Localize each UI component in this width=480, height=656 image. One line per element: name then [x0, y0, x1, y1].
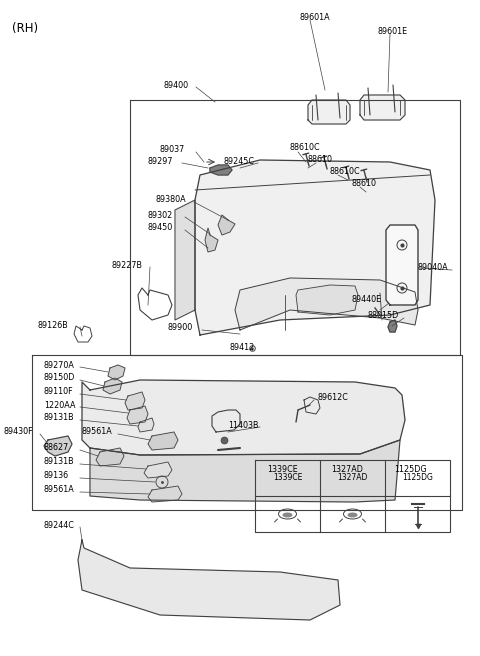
Polygon shape [138, 418, 154, 432]
Polygon shape [148, 486, 182, 502]
Polygon shape [44, 436, 72, 456]
Text: 89136: 89136 [44, 472, 69, 480]
Text: 89900: 89900 [168, 323, 193, 333]
Text: 1327AD: 1327AD [337, 474, 368, 483]
Text: 89302: 89302 [148, 211, 173, 220]
Text: 89037: 89037 [160, 146, 185, 155]
Text: 89110F: 89110F [44, 388, 73, 396]
Polygon shape [78, 540, 340, 620]
Text: 88610C: 88610C [290, 144, 321, 152]
Text: 89150D: 89150D [44, 373, 75, 382]
Text: 88015D: 88015D [368, 310, 399, 319]
Polygon shape [195, 160, 435, 335]
Text: 89601A: 89601A [300, 14, 331, 22]
Ellipse shape [283, 512, 292, 518]
Text: 89430F: 89430F [4, 428, 34, 436]
Text: 89412: 89412 [230, 344, 255, 352]
Text: 89297: 89297 [148, 157, 173, 167]
Text: 1125DG: 1125DG [402, 474, 433, 483]
Text: 1339CE: 1339CE [268, 466, 299, 474]
Polygon shape [205, 228, 218, 252]
Polygon shape [127, 406, 148, 424]
Ellipse shape [348, 512, 358, 518]
Polygon shape [103, 378, 122, 394]
Polygon shape [386, 225, 418, 305]
Text: 89244C: 89244C [44, 520, 75, 529]
Text: 1220AA: 1220AA [44, 401, 75, 409]
Text: 89440E: 89440E [352, 295, 382, 304]
Text: 89270A: 89270A [44, 361, 75, 369]
Text: 89040A: 89040A [418, 264, 449, 272]
Polygon shape [108, 365, 125, 380]
Polygon shape [175, 200, 195, 320]
Text: 89126B: 89126B [38, 321, 69, 329]
Polygon shape [235, 278, 418, 330]
Text: 89561A: 89561A [82, 428, 113, 436]
Text: 89612C: 89612C [318, 394, 349, 403]
Text: 1125DG: 1125DG [394, 466, 426, 474]
Polygon shape [218, 215, 235, 235]
Text: 89380A: 89380A [156, 195, 187, 205]
Polygon shape [82, 380, 405, 455]
Polygon shape [144, 462, 172, 478]
Polygon shape [96, 448, 124, 466]
Polygon shape [210, 165, 232, 175]
Text: 89400: 89400 [164, 81, 189, 89]
Text: 89561A: 89561A [44, 485, 75, 495]
Text: 89131B: 89131B [44, 413, 74, 422]
Text: 89245C: 89245C [224, 157, 255, 167]
Polygon shape [388, 320, 397, 332]
Polygon shape [360, 95, 405, 120]
Text: 89227B: 89227B [112, 260, 143, 270]
Text: 11403B: 11403B [228, 420, 259, 430]
Text: 88610: 88610 [352, 180, 377, 188]
Text: 89450: 89450 [148, 224, 173, 232]
Polygon shape [125, 392, 145, 410]
Text: 89131B: 89131B [44, 457, 74, 466]
Text: 88610: 88610 [308, 155, 333, 165]
Polygon shape [148, 432, 178, 450]
Text: 1339CE: 1339CE [273, 474, 302, 483]
Polygon shape [308, 100, 350, 124]
Polygon shape [90, 440, 400, 502]
Text: 88627: 88627 [44, 443, 69, 453]
Text: 1327AD: 1327AD [331, 466, 363, 474]
Text: 89601E: 89601E [378, 28, 408, 37]
Text: (RH): (RH) [12, 22, 38, 35]
Text: 88610C: 88610C [330, 167, 360, 176]
Polygon shape [296, 285, 358, 315]
